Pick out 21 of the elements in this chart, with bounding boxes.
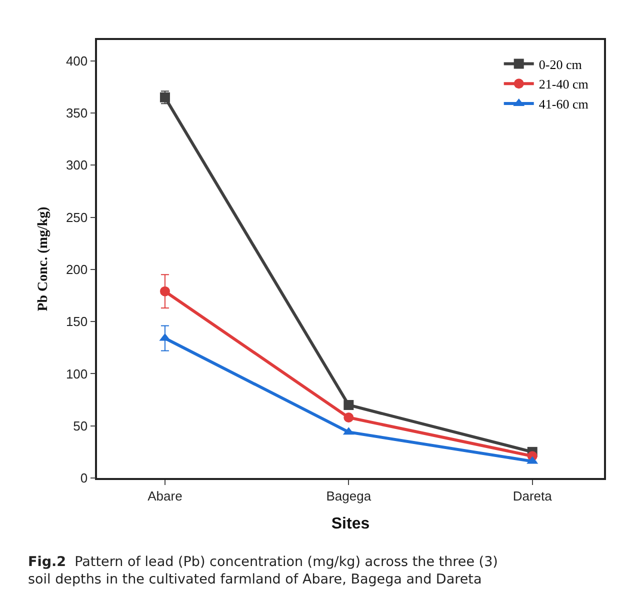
- y-tick-label: 100: [66, 366, 88, 382]
- y-tick-label: 150: [66, 314, 88, 330]
- point: [160, 286, 170, 296]
- x-axis-title: Sites: [331, 516, 370, 533]
- point: [344, 412, 354, 423]
- x-tick-label: Dareta: [512, 488, 553, 504]
- legend-label: 21-40 cm: [538, 76, 588, 92]
- x-tick-label: Bagega: [326, 488, 372, 504]
- y-tick-label: 400: [66, 53, 88, 68]
- legend-label: 41-60 cm: [538, 96, 588, 112]
- legend-label: 0-20 cm: [538, 56, 582, 72]
- y-tick-label: 350: [66, 106, 88, 121]
- x-tick-label: Abare: [148, 488, 182, 504]
- y-tick-label: 200: [66, 262, 88, 277]
- y-tick-label: 300: [66, 158, 88, 173]
- y-tick-label: 50: [73, 418, 88, 434]
- y-tick-label: 0: [80, 470, 88, 486]
- y-tick-label: 250: [66, 210, 88, 225]
- y-axis-title: Pb Conc. (mg/kg): [36, 206, 52, 312]
- caption: Fig.2 Pattern of lead (Pb) concentration (mg/kg) across the three (3) soil depths in the cultivated farmland of Abare, Bagega and Dareta: [28, 554, 498, 588]
- point: [344, 400, 354, 410]
